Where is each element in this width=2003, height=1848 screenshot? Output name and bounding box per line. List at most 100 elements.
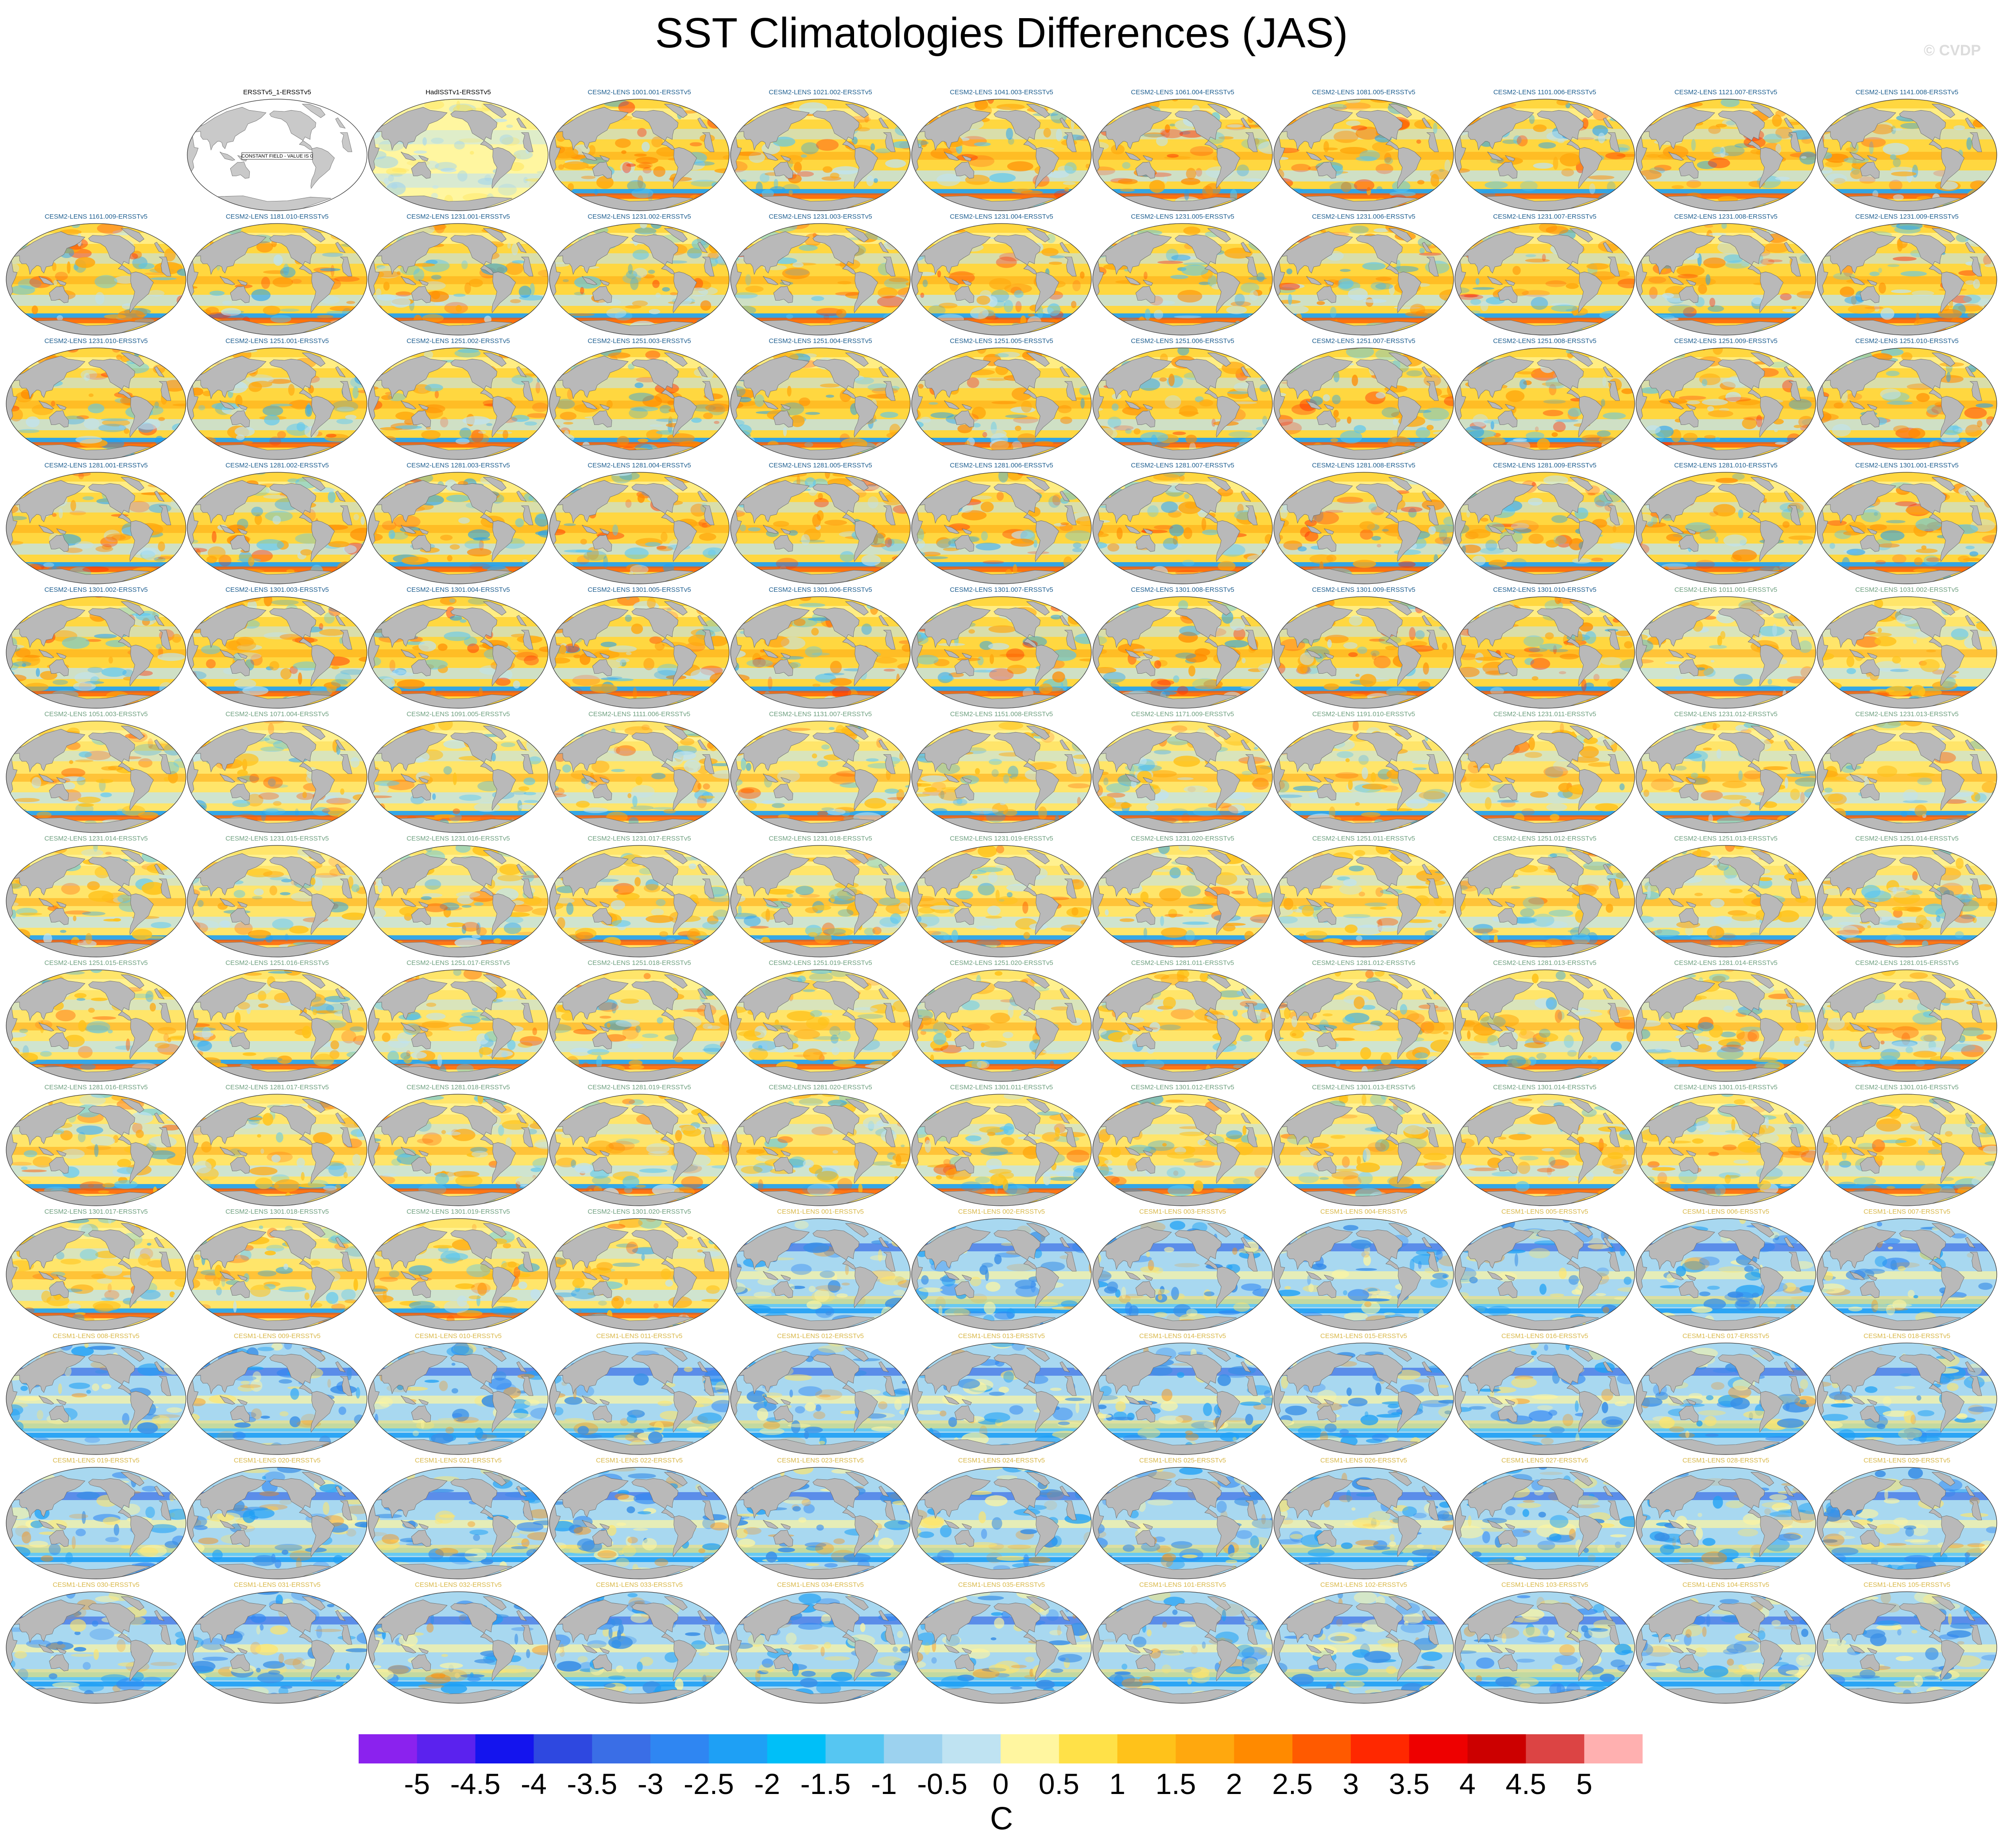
panel-title: CESM2-LENS 1281.017-ERSSTv5 bbox=[225, 1084, 329, 1091]
map-panel: CESM2-LENS 1251.002-ERSSTv5 bbox=[367, 337, 549, 462]
panel-title: CESM2-LENS 1071.004-ERSSTv5 bbox=[225, 710, 329, 718]
panel-title: CESM2-LENS 1281.020-ERSSTv5 bbox=[769, 1084, 872, 1091]
panel-title: CESM2-LENS 1191.010-ERSSTv5 bbox=[1312, 710, 1415, 718]
map-panel: CESM1-LENS 008-ERSSTv5 bbox=[5, 1332, 187, 1457]
map-heatmap bbox=[1635, 720, 1817, 833]
panel-title: CESM1-LENS 104-ERSSTv5 bbox=[1682, 1581, 1769, 1589]
map-heatmap bbox=[1635, 1342, 1817, 1455]
panel-title: CESM2-LENS 1301.014-ERSSTv5 bbox=[1493, 1084, 1597, 1091]
colorbar-tick-label: 4 bbox=[1459, 1767, 1476, 1800]
map-heatmap bbox=[367, 845, 549, 958]
colorbar-bin bbox=[1234, 1734, 1293, 1763]
map-heatmap bbox=[911, 596, 1092, 709]
map-panel: CESM2-LENS 1231.009-ERSSTv5 bbox=[1816, 213, 1998, 338]
map-panel: CESM2-LENS 1301.005-ERSSTv5 bbox=[549, 586, 730, 711]
panel-title: CESM2-LENS 1301.001-ERSSTv5 bbox=[1855, 462, 1959, 469]
panel-title: CESM2-LENS 1251.020-ERSSTv5 bbox=[950, 959, 1053, 967]
map-heatmap bbox=[1092, 1591, 1273, 1704]
map-heatmap bbox=[1454, 1342, 1636, 1455]
panel-title: CESM1-LENS 028-ERSSTv5 bbox=[1682, 1457, 1769, 1464]
map-panel: CESM2-LENS 1281.007-ERSSTv5 bbox=[1092, 462, 1273, 586]
panel-title: CESM2-LENS 1231.010-ERSSTv5 bbox=[44, 337, 148, 345]
map-heatmap bbox=[186, 969, 368, 1082]
map-heatmap bbox=[1454, 720, 1636, 833]
panel-title: CESM2-LENS 1281.011-ERSSTv5 bbox=[1131, 959, 1234, 967]
map-heatmap bbox=[549, 969, 730, 1082]
panel-title: CESM2-LENS 1281.018-ERSSTv5 bbox=[406, 1084, 510, 1091]
map-heatmap bbox=[367, 347, 549, 460]
map-panel: CESM1-LENS 101-ERSSTv5 bbox=[1092, 1581, 1273, 1706]
map-panel: CESM1-LENS 012-ERSSTv5 bbox=[730, 1332, 911, 1457]
map-panel: CESM1-LENS 105-ERSSTv5 bbox=[1816, 1581, 1998, 1706]
panel-title: CESM2-LENS 1231.011-ERSSTv5 bbox=[1493, 710, 1597, 718]
map-heatmap bbox=[911, 720, 1092, 833]
map-heatmap bbox=[1454, 845, 1636, 958]
map-heatmap bbox=[367, 596, 549, 709]
colorbar-tick-label: -4.5 bbox=[450, 1767, 501, 1800]
map-heatmap bbox=[1273, 969, 1454, 1082]
panel-title: CESM2-LENS 1281.010-ERSSTv5 bbox=[1674, 462, 1778, 469]
map-panel: CESM2-LENS 1251.012-ERSSTv5 bbox=[1454, 835, 1636, 960]
map-heatmap bbox=[911, 347, 1092, 460]
panel-title: CESM1-LENS 007-ERSSTv5 bbox=[1864, 1208, 1950, 1215]
panel-title: CESM2-LENS 1281.009-ERSSTv5 bbox=[1493, 462, 1597, 469]
panel-title: CESM2-LENS 1061.004-ERSSTv5 bbox=[1131, 89, 1234, 96]
map-heatmap bbox=[367, 969, 549, 1082]
panel-title: CESM2-LENS 1281.002-ERSSTv5 bbox=[225, 462, 329, 469]
colorbar-bin bbox=[475, 1734, 534, 1763]
panel-title: CESM2-LENS 1231.017-ERSSTv5 bbox=[588, 835, 691, 842]
map-heatmap bbox=[1454, 596, 1636, 709]
map-panel: CESM1-LENS 034-ERSSTv5 bbox=[730, 1581, 911, 1706]
panel-title: CESM2-LENS 1301.002-ERSSTv5 bbox=[44, 586, 148, 594]
map-heatmap bbox=[5, 596, 187, 709]
colorbar-bin bbox=[1526, 1734, 1585, 1763]
map-heatmap bbox=[1816, 471, 1998, 585]
panel-title: CESM1-LENS 018-ERSSTv5 bbox=[1864, 1332, 1950, 1340]
map-heatmap bbox=[5, 1218, 187, 1331]
colorbar-bin bbox=[1409, 1734, 1468, 1763]
panel-title: CESM2-LENS 1251.010-ERSSTv5 bbox=[1855, 337, 1959, 345]
map-panel: CESM2-LENS 1231.012-ERSSTv5 bbox=[1635, 710, 1817, 835]
map-heatmap bbox=[5, 1342, 187, 1455]
colorbar-bin bbox=[534, 1734, 592, 1763]
map-panel: CESM1-LENS 016-ERSSTv5 bbox=[1454, 1332, 1636, 1457]
panel-title: CESM2-LENS 1031.002-ERSSTv5 bbox=[1855, 586, 1959, 594]
panel-title: CESM2-LENS 1251.014-ERSSTv5 bbox=[1855, 835, 1959, 842]
panel-title: CESM1-LENS 016-ERSSTv5 bbox=[1501, 1332, 1588, 1340]
map-panel: CESM1-LENS 004-ERSSTv5 bbox=[1273, 1208, 1454, 1333]
map-panel: CESM2-LENS 1231.020-ERSSTv5 bbox=[1092, 835, 1273, 960]
map-panel: CESM2-LENS 1281.006-ERSSTv5 bbox=[911, 462, 1092, 586]
map-heatmap bbox=[5, 1093, 187, 1207]
map-panel: CESM1-LENS 033-ERSSTv5 bbox=[549, 1581, 730, 1706]
map-panel: CESM2-LENS 1281.005-ERSSTv5 bbox=[730, 462, 911, 586]
map-panel: CESM2-LENS 1021.002-ERSSTv5 bbox=[730, 89, 911, 213]
panel-title: CESM2-LENS 1251.015-ERSSTv5 bbox=[44, 959, 148, 967]
map-panel: CESM2-LENS 1301.017-ERSSTv5 bbox=[5, 1208, 187, 1333]
map-heatmap bbox=[186, 347, 368, 460]
map-panel: CESM1-LENS 031-ERSSTv5 bbox=[186, 1581, 368, 1706]
map-heatmap bbox=[549, 720, 730, 833]
map-heatmap bbox=[1635, 98, 1817, 212]
map-panel: CESM2-LENS 1251.013-ERSSTv5 bbox=[1635, 835, 1817, 960]
panel-title: CESM2-LENS 1251.001-ERSSTv5 bbox=[225, 337, 329, 345]
colorbar-tick-label: -2 bbox=[754, 1767, 781, 1800]
map-panel: CESM2-LENS 1251.017-ERSSTv5 bbox=[367, 959, 549, 1084]
panel-title: CESM2-LENS 1301.019-ERSSTv5 bbox=[406, 1208, 510, 1215]
map-panel: CESM2-LENS 1301.008-ERSSTv5 bbox=[1092, 586, 1273, 711]
panel-title: CESM2-LENS 1301.003-ERSSTv5 bbox=[225, 586, 329, 594]
map-panel: CESM1-LENS 027-ERSSTv5 bbox=[1454, 1457, 1636, 1582]
map-panel: CESM2-LENS 1281.011-ERSSTv5 bbox=[1092, 959, 1273, 1084]
panel-title: CESM1-LENS 021-ERSSTv5 bbox=[415, 1457, 502, 1464]
panel-title: CESM2-LENS 1251.002-ERSSTv5 bbox=[406, 337, 510, 345]
map-panel: CESM2-LENS 1251.014-ERSSTv5 bbox=[1816, 835, 1998, 960]
map-panel: CESM2-LENS 1301.011-ERSSTv5 bbox=[911, 1084, 1092, 1208]
map-panel: CESM2-LENS 1251.010-ERSSTv5 bbox=[1816, 337, 1998, 462]
map-heatmap bbox=[1454, 1466, 1636, 1580]
panel-title: CESM1-LENS 032-ERSSTv5 bbox=[415, 1581, 502, 1589]
colorbar-bin bbox=[942, 1734, 1001, 1763]
map-heatmap bbox=[1092, 347, 1273, 460]
map-panel: CESM2-LENS 1281.020-ERSSTv5 bbox=[730, 1084, 911, 1208]
panel-title: CESM2-LENS 1301.009-ERSSTv5 bbox=[1312, 586, 1415, 594]
panel-title: CESM2-LENS 1251.006-ERSSTv5 bbox=[1131, 337, 1234, 345]
panel-title: CESM2-LENS 1231.019-ERSSTv5 bbox=[950, 835, 1053, 842]
